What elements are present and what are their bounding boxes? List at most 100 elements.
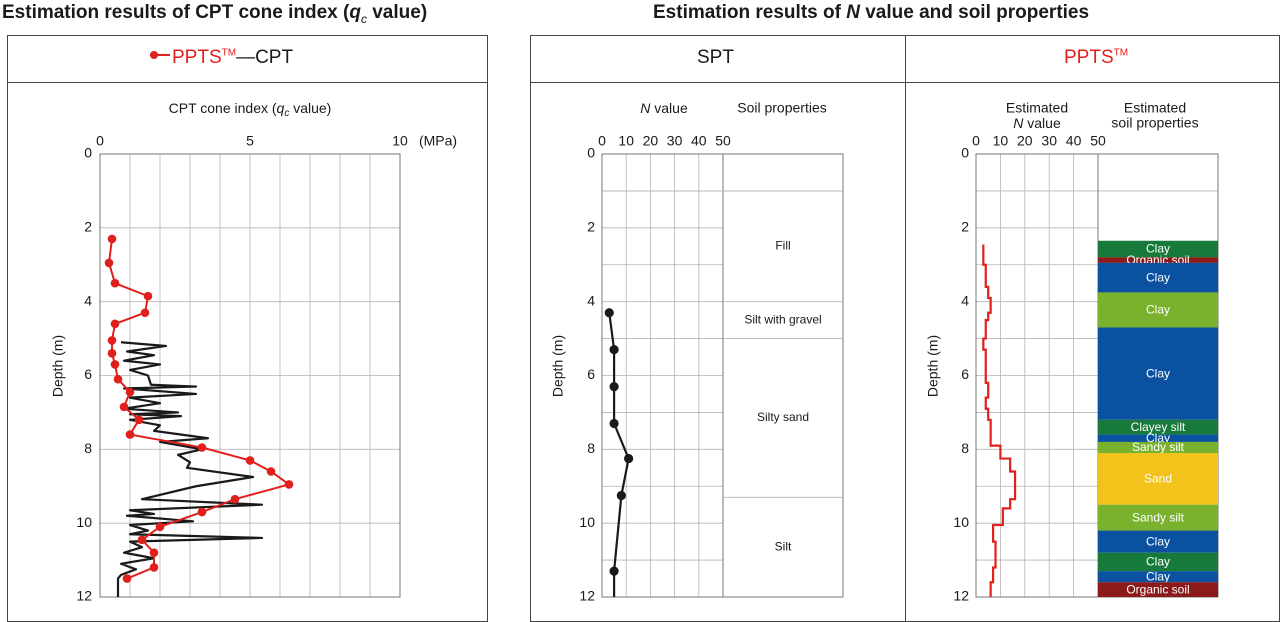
ppts-point bbox=[125, 387, 135, 397]
spt-chart: Fill Silt with gravel Silty sand Silt N valu… bbox=[550, 100, 844, 604]
y-tick-label: 2 bbox=[587, 219, 595, 235]
ppts-point bbox=[197, 443, 207, 452]
y-tick-label: 12 bbox=[579, 588, 595, 604]
x-tick-label: 30 bbox=[667, 133, 683, 149]
y-tick-label: 2 bbox=[84, 219, 92, 235]
x-tick-label: 40 bbox=[1066, 133, 1082, 149]
spt-point bbox=[604, 308, 614, 318]
plot-frame bbox=[99, 153, 401, 598]
ppts-point bbox=[149, 563, 159, 572]
y-tick-label: 2 bbox=[961, 219, 969, 235]
estimated-n-header-line1: Estimated bbox=[1006, 100, 1068, 116]
y-tick-label: 8 bbox=[961, 440, 969, 456]
soil-layer-label: Clay bbox=[1146, 534, 1170, 548]
soil-layer-block bbox=[1098, 434, 1218, 442]
cpt-series-line bbox=[116, 341, 264, 597]
y-axis-label: Depth (m) bbox=[50, 335, 66, 397]
y-tick-label: 8 bbox=[84, 440, 92, 456]
y-tick-label: 4 bbox=[587, 292, 595, 308]
x-tick-label: 5 bbox=[246, 133, 254, 149]
y-tick-label: 0 bbox=[84, 145, 92, 161]
ppts-point bbox=[104, 258, 114, 268]
spt-point bbox=[609, 418, 619, 429]
soil-layer-block bbox=[1098, 530, 1218, 553]
spt-point bbox=[609, 566, 619, 576]
y-tick-label: 6 bbox=[587, 366, 595, 382]
soil-layer-block bbox=[1098, 453, 1218, 505]
cpt-legend-label: CPT bbox=[255, 47, 294, 68]
x-tick-label: 30 bbox=[1041, 133, 1057, 149]
soil-layer-label: Sand bbox=[1144, 472, 1172, 486]
ppts-point bbox=[284, 480, 294, 489]
spt-ppts-vertical-divider bbox=[905, 35, 906, 622]
soil-layer-block bbox=[1098, 419, 1218, 435]
ppts-point bbox=[134, 415, 144, 425]
soil-layer-label: Clay bbox=[1146, 366, 1170, 380]
x-tick-label: 0 bbox=[598, 133, 606, 149]
soil-layer-label: Clay bbox=[1146, 431, 1170, 445]
ppts-point bbox=[107, 234, 117, 244]
x-unit-label: (MPa) bbox=[419, 133, 457, 149]
soil-layer-label: Clayey silt bbox=[1131, 420, 1186, 434]
y-tick-label: 12 bbox=[953, 588, 969, 604]
soil-layer-block bbox=[1098, 552, 1218, 572]
ppts-legend-swatch bbox=[150, 51, 170, 59]
soil-layer-label: Clay bbox=[1146, 270, 1170, 284]
soil-layer-label: Silt bbox=[775, 539, 792, 553]
spt-point bbox=[616, 490, 626, 501]
left-heading-c: c bbox=[360, 11, 367, 26]
cpt-panel-divider bbox=[7, 82, 488, 83]
estimated-soil-header-line2: soil properties bbox=[1111, 115, 1198, 131]
ppts-point bbox=[149, 548, 159, 557]
y-tick-label: 0 bbox=[587, 145, 595, 161]
soil-layer-label: Sandy silt bbox=[1132, 510, 1185, 524]
spt-point bbox=[609, 381, 619, 392]
ppts-n-series-line bbox=[982, 244, 1017, 597]
ppts-point bbox=[245, 456, 255, 465]
ppts-point bbox=[110, 319, 120, 329]
ppts-point bbox=[122, 574, 132, 583]
x-tick-label: 50 bbox=[715, 133, 731, 149]
y-tick-label: 0 bbox=[961, 145, 969, 161]
ppts-legend-tm: TM bbox=[221, 47, 237, 59]
estimated-soil-header-line1: Estimated bbox=[1124, 100, 1186, 116]
x-tick-label: 40 bbox=[691, 133, 707, 149]
y-axis-label: Depth (m) bbox=[925, 335, 941, 397]
right-heading-text: Estimation results of bbox=[653, 2, 847, 23]
x-tick-label: 10 bbox=[392, 133, 408, 149]
ppts-point bbox=[140, 308, 150, 318]
spt-point bbox=[624, 453, 634, 464]
ppts-title-tm: TM bbox=[1113, 47, 1129, 59]
soil-properties-header: Soil properties bbox=[737, 100, 827, 116]
spt-series-line bbox=[606, 310, 630, 597]
soil-layer-label: Clay bbox=[1146, 303, 1170, 317]
spt-title: SPT bbox=[697, 47, 734, 68]
x-tick-label: 50 bbox=[1090, 133, 1106, 149]
y-tick-label: 10 bbox=[579, 514, 595, 530]
right-heading-n: N bbox=[846, 2, 860, 23]
cpt-legend-dash: — bbox=[236, 47, 256, 68]
y-tick-label: 4 bbox=[84, 292, 92, 308]
ppts-title: PPTSTM bbox=[1064, 47, 1128, 69]
ppts-point bbox=[119, 402, 129, 412]
right-heading-post: value and soil properties bbox=[859, 2, 1090, 23]
x-axis-title: CPT cone index (qc value) bbox=[169, 100, 332, 119]
spt-point bbox=[609, 345, 619, 355]
soil-layer-block bbox=[1098, 504, 1218, 531]
x-tick-label: 0 bbox=[96, 133, 104, 149]
y-axis-label: Depth (m) bbox=[550, 335, 566, 397]
soil-layer-label: Fill bbox=[775, 238, 790, 252]
y-tick-label: 10 bbox=[76, 514, 92, 530]
estimated-n-header-line2: N value bbox=[1013, 115, 1061, 131]
ppts-title-text: PPTS bbox=[1064, 47, 1114, 68]
y-tick-label: 12 bbox=[76, 588, 92, 604]
x-tick-label: 20 bbox=[1017, 133, 1033, 149]
soil-layer-block bbox=[1098, 262, 1218, 293]
cpt-chart: CPT cone index (qc value) 0 5 10 (MPa) 0 2 4 6 8 1… bbox=[50, 100, 457, 604]
ppts-point bbox=[125, 430, 135, 439]
ppts-point bbox=[230, 494, 240, 504]
ppts-point bbox=[143, 291, 153, 301]
left-heading-text: Estimation results of CPT cone index ( bbox=[2, 2, 350, 23]
